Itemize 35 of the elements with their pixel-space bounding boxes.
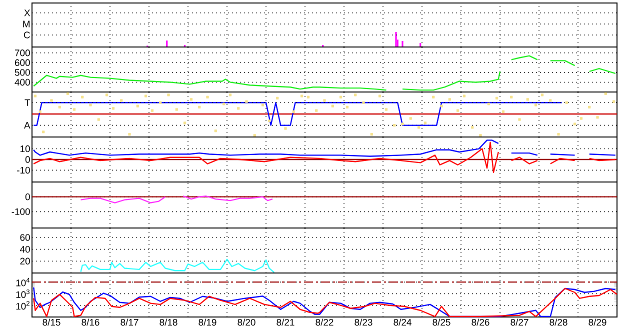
y-tick-label: 500 (14, 69, 30, 76)
y-tick-label: 400 (14, 78, 30, 86)
x-tick-label: 8/15 (42, 318, 60, 326)
y-tick-label: 600 (14, 59, 30, 66)
x-tick-label: 8/27 (510, 318, 528, 326)
y-tick-label: 10$^{4}$ (16, 278, 30, 286)
x-tick-label: 8/28 (550, 318, 568, 326)
y-tick-label: 700 (14, 50, 30, 56)
x-tick-label: 8/20 (238, 318, 256, 326)
x-tick-label: 8/26 (472, 318, 490, 326)
y-tick-label: -100 (12, 208, 30, 216)
x-tick-label: 8/23 (354, 318, 372, 326)
x-tick-label: 8/24 (394, 318, 412, 326)
x-tick-label: 8/21 (276, 318, 294, 326)
ref-line-label: A (24, 122, 30, 129)
y-tick-label: 20 (20, 258, 30, 265)
x-tick-label: 8/17 (120, 318, 138, 326)
y-tick-label: -10 (17, 166, 30, 174)
y-tick-label: 40 (20, 246, 30, 253)
ref-line-label: C (24, 32, 30, 38)
y-tick-label: 0 (25, 156, 30, 163)
ref-line-label: M (23, 20, 30, 28)
x-tick-label: 8/19 (198, 318, 216, 326)
y-tick-label: 60 (20, 234, 30, 241)
x-tick-label: 8/16 (82, 318, 100, 326)
x-tick-label: 8/25 (432, 318, 450, 326)
y-tick-label: 10 (20, 145, 30, 152)
x-tick-label: 8/29 (588, 318, 606, 326)
ref-line-label: X (24, 10, 30, 16)
x-tick-label: 8/22 (316, 318, 334, 326)
y-tick-label: 0 (25, 193, 30, 200)
x-tick-label: 8/18 (160, 318, 178, 326)
y-tick-label: 10$^{3}$ (16, 289, 30, 298)
ref-line-label: T (24, 99, 30, 106)
y-tick-label: 10$^{2}$ (16, 301, 30, 310)
